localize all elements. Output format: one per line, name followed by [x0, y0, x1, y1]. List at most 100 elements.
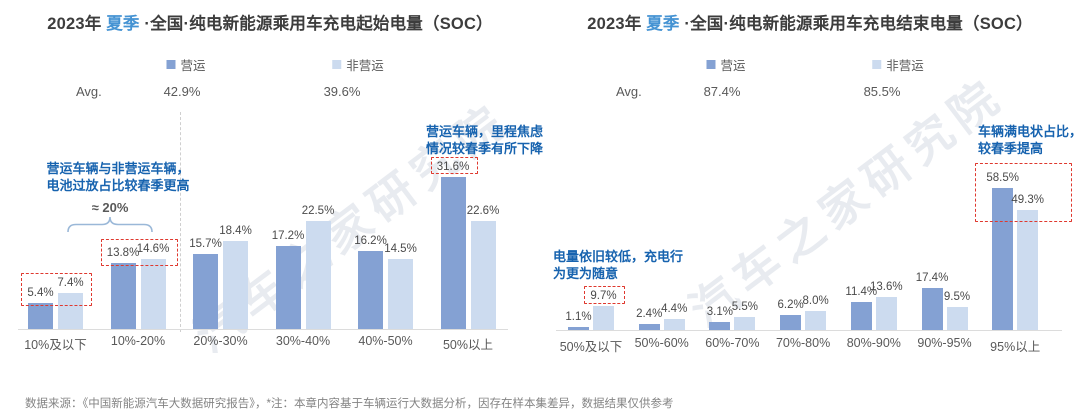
annotation-line: 为更为随意	[553, 266, 619, 281]
bar-value-label: 3.1%	[706, 306, 733, 319]
legend-swatch-operating-icon	[706, 60, 716, 69]
avg-value-non-operating: 85.5%	[863, 84, 901, 99]
bar-value-label: 17.4%	[915, 271, 949, 284]
highlight-box	[21, 273, 92, 307]
bar-operating	[110, 262, 136, 329]
legend-operating: 营运	[166, 55, 206, 74]
annotation-line: 电量依旧较低，充电行	[553, 249, 684, 264]
approx-20pct-callout: ≈ 20%	[67, 200, 153, 233]
bar-non-operating	[593, 306, 614, 330]
bar-value-label: 9.5%	[943, 290, 971, 303]
bar-value-label: 14.6%	[136, 242, 170, 255]
category-label: 60%-70%	[705, 336, 760, 350]
bar-operating	[275, 246, 301, 329]
x-axis-right-chart	[556, 330, 1062, 331]
title-season: 夏季	[646, 15, 680, 33]
bar-value-label: 9.7%	[590, 290, 617, 303]
bar-non-operating	[734, 316, 756, 330]
bar-non-operating	[663, 319, 685, 330]
bar-value-label: 15.7%	[189, 237, 222, 250]
bar-value-label: 13.8%	[106, 246, 140, 259]
bar-value-label: 6.2%	[777, 298, 804, 311]
category-label: 80%-90%	[846, 336, 901, 350]
annotation-range-anxiety: 营运车辆，里程焦虑 情况较春季有所下降	[426, 123, 543, 157]
highlight-box	[975, 162, 1073, 223]
bar-operating	[780, 314, 802, 330]
bar-operating	[638, 324, 660, 330]
bar-value-label: 31.6%	[436, 161, 470, 174]
bar-non-operating	[305, 221, 331, 329]
bar-value-label: 11.4%	[845, 286, 878, 299]
bar-non-operating	[58, 293, 83, 329]
bar-value-label: 5.4%	[27, 287, 54, 300]
legend-swatch-non-operating-icon	[872, 60, 882, 69]
highlight-box	[584, 286, 625, 305]
bar-value-label: 13.6%	[869, 280, 903, 293]
bar-non-operating	[140, 258, 166, 329]
bar-value-label: 58.5%	[986, 171, 1019, 184]
category-label: 10%-20%	[110, 334, 166, 348]
bar-operating	[709, 322, 731, 330]
legend-label: 非营运	[346, 59, 384, 73]
bar-operating	[193, 253, 218, 329]
x-axis-left-chart	[18, 329, 508, 330]
category-label: 50%-60%	[634, 336, 689, 350]
title-year: 2023年	[47, 15, 107, 33]
legend-label: 非营运	[886, 59, 924, 73]
avg-label: Avg.	[76, 84, 102, 99]
avg-value-operating: 42.9%	[163, 84, 201, 99]
avg-value-non-operating: 39.6%	[323, 84, 361, 99]
bar-value-label: 49.3%	[1011, 194, 1044, 207]
annotation-line: 情况较春季有所下降	[426, 141, 544, 156]
bar-non-operating	[223, 240, 248, 329]
bar-non-operating	[875, 296, 897, 330]
bar-operating	[992, 187, 1014, 330]
bar-operating	[440, 177, 466, 329]
title-year: 2023年	[587, 15, 647, 33]
annotation-low-soc-charging: 电量依旧较低，充电行 为更为随意	[553, 248, 683, 282]
legend-non-operating: 非营运	[332, 55, 384, 74]
legend-swatch-non-operating-icon	[332, 60, 342, 69]
dashed-divider	[180, 112, 181, 332]
annotation-full-charge: 车辆满电状占比， 较春季提高	[978, 123, 1080, 157]
bar-value-label: 18.4%	[219, 224, 252, 237]
title-rest: ·全国·纯电新能源乘用车充电结束电量（SOC）	[679, 15, 1033, 33]
avg-value-operating: 87.4%	[703, 84, 741, 99]
bar-value-label: 17.2%	[271, 230, 305, 243]
bar-non-operating	[1017, 210, 1039, 330]
annotation-overdischarge: 营运车辆与非营运车辆， 电池过放占比较春季更高	[42, 160, 194, 194]
category-label: 50%以上	[442, 338, 494, 352]
chart-title-start-soc: 2023年 夏季 ·全国·纯电新能源乘用车充电起始电量（SOC）	[0, 10, 540, 34]
highlight-box	[100, 238, 178, 266]
bar-operating	[921, 287, 943, 330]
bar-value-label: 22.5%	[301, 205, 335, 217]
highlight-box	[430, 157, 478, 175]
bar-value-label: 8.0%	[802, 294, 829, 307]
bar-value-label: 2.4%	[636, 308, 663, 321]
category-label: 70%-80%	[775, 336, 831, 350]
bar-non-operating	[805, 310, 827, 330]
annotation-line: 车辆满电状占比，	[978, 124, 1080, 139]
title-rest: ·全国·纯电新能源乘用车充电起始电量（SOC）	[139, 15, 493, 33]
bar-operating	[568, 327, 589, 330]
category-label: 20%-30%	[193, 334, 248, 348]
category-label: 30%-40%	[275, 334, 331, 348]
legend-swatch-operating-icon	[166, 60, 176, 69]
bar-value-label: 22.6%	[466, 204, 500, 217]
legend-label: 营运	[180, 59, 206, 73]
bar-non-operating	[470, 220, 496, 329]
category-label: 50%及以下	[559, 340, 623, 354]
bar-value-label: 5.5%	[731, 300, 758, 313]
chart-title-end-soc: 2023年 夏季 ·全国·纯电新能源乘用车充电结束电量（SOC）	[540, 10, 1080, 34]
bar-operating	[28, 303, 53, 329]
bar-value-label: 7.4%	[57, 277, 84, 290]
bar-non-operating	[946, 306, 968, 330]
approx-20pct-label: ≈ 20%	[91, 200, 129, 215]
legend-non-operating: 非营运	[872, 55, 924, 74]
bar-non-operating	[388, 259, 413, 329]
legend-label: 营运	[720, 59, 746, 73]
annotation-line: 较春季提高	[978, 141, 1044, 156]
category-label: 90%-95%	[917, 336, 972, 350]
annotation-line: 营运车辆与非营运车辆，	[46, 161, 190, 176]
